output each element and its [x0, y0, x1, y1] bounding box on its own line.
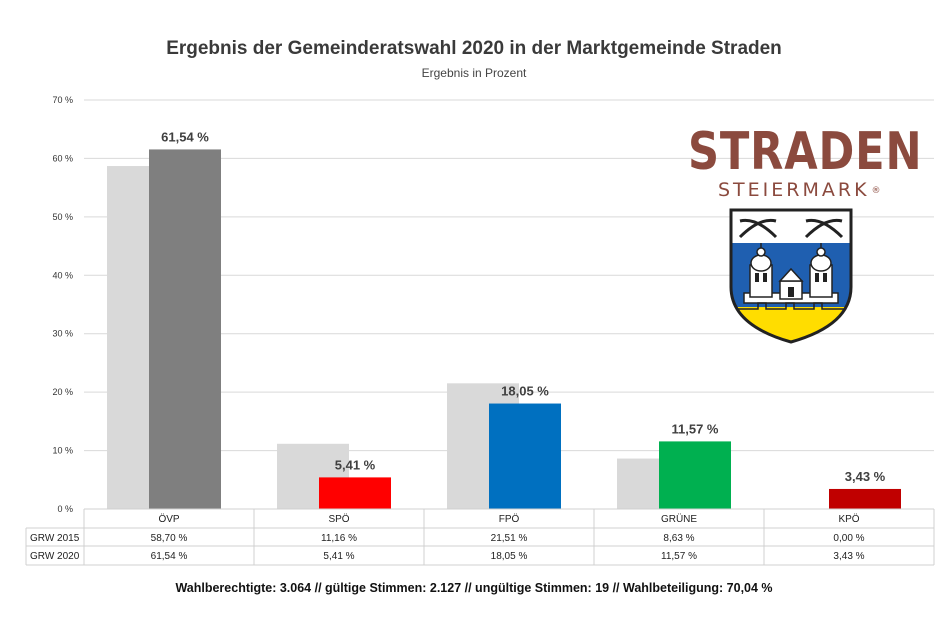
logo-subtitle: STEIERMARK ® [718, 179, 881, 201]
table-cell: 0,00 % [833, 533, 864, 544]
data-label: 5,41 % [335, 457, 376, 472]
table-series-name: GRW 2015 [30, 533, 80, 544]
data-label: 61,54 % [161, 129, 209, 144]
x-category-label: KPÖ [838, 513, 859, 525]
bar [829, 488, 901, 509]
table-series-name: GRW 2020 [30, 551, 80, 562]
coat-of-arms-icon [729, 208, 853, 344]
y-tick-label: 20 % [52, 387, 73, 397]
x-category-label: GRÜNE [661, 513, 697, 525]
election-summary: Wahlberechtigte: 3.064 // gültige Stimme… [175, 581, 773, 595]
bar [659, 441, 731, 509]
chart-title: Ergebnis der Gemeinderatswahl 2020 in de… [166, 38, 782, 59]
logo-subtitle-text: STEIERMARK [718, 179, 870, 201]
table-cell: 61,54 % [151, 551, 188, 562]
x-category-label: FPÖ [499, 513, 520, 525]
table-cell: 11,57 % [661, 551, 697, 562]
x-category-label: SPÖ [328, 513, 349, 525]
bar-chart: 0 % 10 % 20 % 30 % 40 % 50 % 60 % 70 % 61,54 % 5,… [25, 95, 935, 566]
table-cell: 3,43 % [833, 551, 864, 562]
bar [319, 477, 391, 509]
y-tick-label: 60 % [52, 153, 73, 163]
y-tick-label: 70 % [52, 95, 73, 105]
table-cell: 11,16 % [321, 533, 357, 544]
data-label: 18,05 % [501, 384, 549, 399]
data-label: 11,57 % [672, 421, 719, 436]
y-tick-label: 0 % [57, 504, 73, 514]
table-cell: 8,63 % [663, 533, 694, 544]
data-label: 3,43 % [845, 469, 886, 484]
y-tick-label: 50 % [52, 212, 73, 222]
straden-logo: STRADEN STEIERMARK ® [688, 122, 923, 201]
table-cell: 5,41 % [323, 551, 354, 562]
table-cell: 18,05 % [491, 551, 528, 562]
y-tick-label: 10 % [52, 446, 73, 456]
chart-subtitle: Ergebnis in Prozent [421, 66, 527, 80]
table-cell: 58,70 % [151, 533, 188, 544]
table-cell: 21,51 % [491, 533, 528, 544]
bar [489, 403, 561, 509]
registered-mark: ® [871, 185, 881, 196]
logo-wordmark: STRADEN [688, 122, 923, 182]
x-category-label: ÖVP [158, 513, 179, 525]
y-tick-label: 40 % [52, 270, 73, 280]
y-tick-label: 30 % [52, 329, 73, 339]
bar [149, 149, 221, 509]
